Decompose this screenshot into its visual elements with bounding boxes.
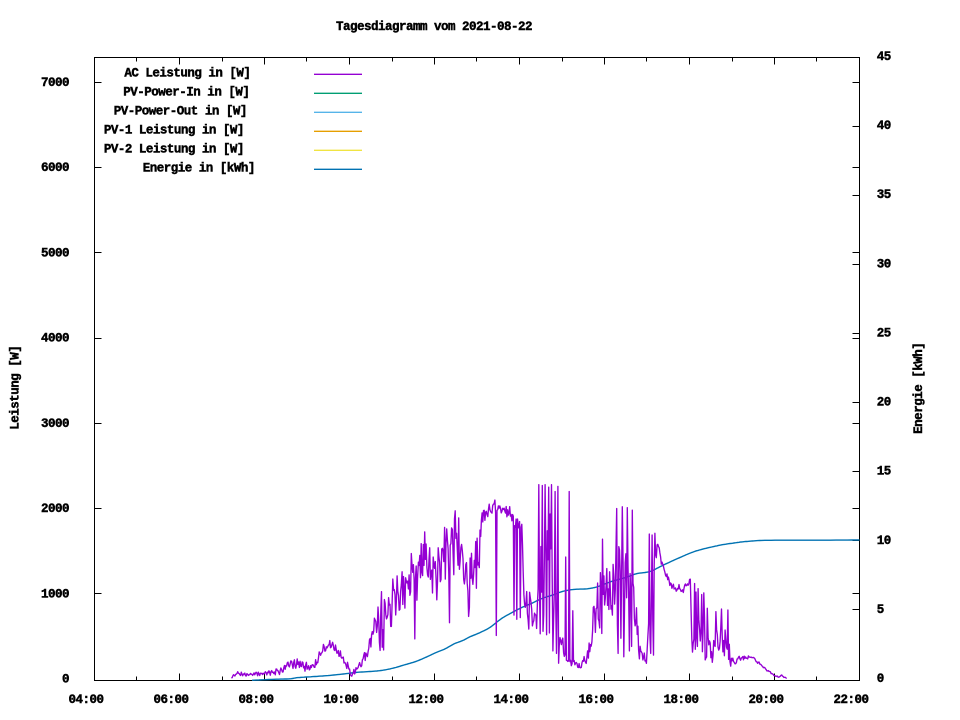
- svg-text:10:00: 10:00: [323, 693, 358, 707]
- svg-text:Leistung [W]: Leistung [W]: [9, 346, 23, 430]
- svg-text:16:00: 16:00: [578, 693, 613, 707]
- svg-text:18:00: 18:00: [663, 693, 698, 707]
- svg-text:06:00: 06:00: [153, 693, 188, 707]
- svg-text:40: 40: [877, 119, 891, 133]
- svg-text:14:00: 14:00: [493, 693, 528, 707]
- svg-text:20: 20: [877, 396, 891, 410]
- svg-text:25: 25: [877, 326, 891, 340]
- svg-text:0: 0: [62, 673, 69, 687]
- svg-text:Energie in [kWh]: Energie in [kWh]: [143, 162, 255, 176]
- svg-text:20:00: 20:00: [748, 693, 783, 707]
- svg-text:04:00: 04:00: [68, 693, 103, 707]
- svg-text:45: 45: [877, 50, 891, 64]
- svg-text:5: 5: [877, 603, 884, 617]
- svg-text:PV-1 Leistung in [W]: PV-1 Leistung in [W]: [104, 124, 244, 138]
- svg-text:Energie [kWh]: Energie [kWh]: [912, 343, 926, 434]
- svg-text:3000: 3000: [41, 417, 69, 431]
- svg-text:PV-Power-Out in [W]: PV-Power-Out in [W]: [114, 105, 247, 119]
- svg-text:12:00: 12:00: [408, 693, 443, 707]
- svg-text:22:00: 22:00: [833, 693, 868, 707]
- svg-text:5000: 5000: [41, 246, 69, 260]
- svg-text:2000: 2000: [41, 502, 69, 516]
- svg-text:4000: 4000: [41, 332, 69, 346]
- svg-text:08:00: 08:00: [238, 693, 273, 707]
- svg-text:0: 0: [877, 672, 884, 686]
- svg-text:6000: 6000: [41, 161, 69, 175]
- svg-text:10: 10: [877, 534, 891, 548]
- svg-text:15: 15: [877, 465, 891, 479]
- svg-text:7000: 7000: [41, 76, 69, 90]
- svg-text:30: 30: [877, 257, 891, 271]
- svg-text:PV-Power-In in [W]: PV-Power-In in [W]: [123, 86, 249, 100]
- svg-text:AC Leistung in [W]: AC Leistung in [W]: [124, 67, 250, 81]
- svg-text:1000: 1000: [41, 587, 69, 601]
- svg-text:Tagesdiagramm vom 2021-08-22: Tagesdiagramm vom 2021-08-22: [336, 20, 532, 34]
- svg-text:35: 35: [877, 188, 891, 202]
- svg-text:PV-2 Leistung in [W]: PV-2 Leistung in [W]: [104, 143, 244, 157]
